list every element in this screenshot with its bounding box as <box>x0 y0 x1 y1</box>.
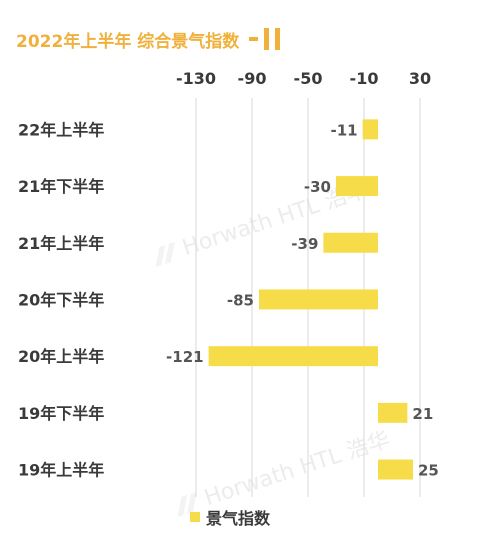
bar <box>323 232 378 253</box>
watermark-logo-2 <box>177 491 197 518</box>
category-label: 19年下半年 <box>18 404 104 423</box>
bar <box>208 346 378 367</box>
category-label: 22年上半年 <box>18 120 104 139</box>
x-tick-label: -130 <box>176 69 216 88</box>
category-label: 21年下半年 <box>18 177 104 196</box>
bar <box>378 459 413 480</box>
data-label: -85 <box>227 291 254 309</box>
data-label: -30 <box>304 178 331 196</box>
x-tick-label: -50 <box>294 69 323 88</box>
title-bar-mark-1 <box>264 28 270 50</box>
category-label: 20年下半年 <box>18 290 104 309</box>
data-label: 21 <box>412 405 433 423</box>
bar <box>259 289 378 310</box>
data-label: -11 <box>330 121 357 139</box>
bar <box>378 402 408 423</box>
title-bar-mark-2 <box>275 28 281 50</box>
chart-title-block: 2022年上半年 综合景气指数 <box>16 24 286 54</box>
chart-title: 2022年上半年 综合景气指数 <box>16 31 240 52</box>
category-label: 20年上半年 <box>18 347 104 366</box>
x-tick-label: -90 <box>238 69 267 88</box>
data-label: -39 <box>291 235 318 253</box>
x-tick-label: -10 <box>350 69 379 88</box>
watermark-logo-1 <box>155 241 175 268</box>
title-decoration <box>249 28 286 50</box>
bar <box>362 119 378 140</box>
legend-label: 景气指数 <box>206 509 271 528</box>
bar <box>336 176 378 197</box>
legend: 景气指数 <box>190 505 270 529</box>
title-dash-mark <box>249 37 259 41</box>
bar-layer <box>208 119 413 480</box>
x-tick-label: 30 <box>409 69 431 88</box>
data-label: -121 <box>166 348 204 366</box>
legend-swatch <box>190 512 200 522</box>
category-label: 19年上半年 <box>18 461 104 480</box>
category-label: 21年上半年 <box>18 234 104 253</box>
data-label: 25 <box>418 462 439 480</box>
label-layer: -130 -90 -50 -10 30 22年上半年 -11 21年下半年 -30 21年上半年 -… <box>18 69 439 480</box>
